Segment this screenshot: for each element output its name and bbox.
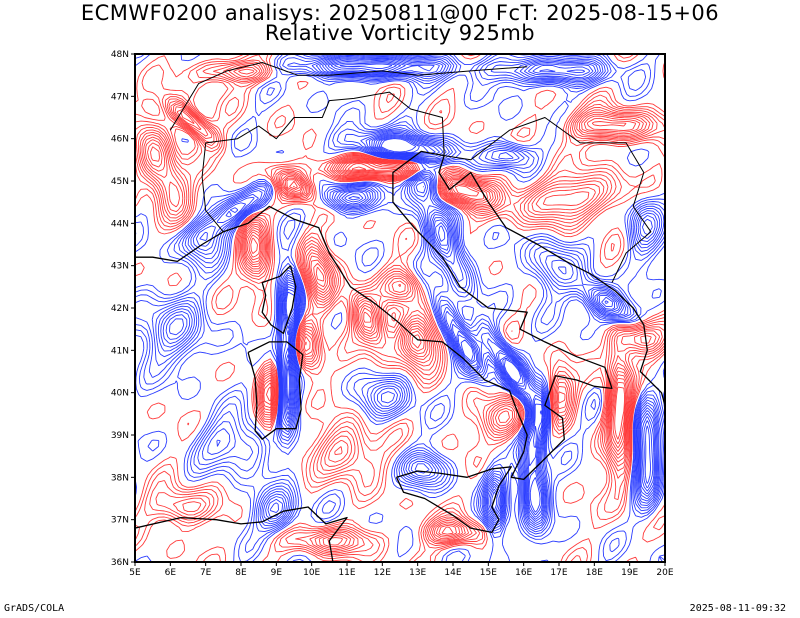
lat-tick-label: 45N (111, 177, 129, 187)
lon-tick-label: 19E (621, 568, 638, 578)
lon-tick-label: 17E (550, 568, 567, 578)
coast-sicily (395, 466, 512, 534)
lon-tick-label: 9E (271, 568, 283, 578)
coast-balkans (438, 155, 665, 406)
lat-tick-label: 42N (111, 304, 129, 314)
lat-tick-label: 43N (111, 262, 129, 272)
negative-contour (135, 54, 665, 553)
vorticity-field (135, 54, 665, 562)
coastlines (135, 62, 665, 562)
positive-contour (139, 64, 663, 551)
lon-tick-label: 5E (129, 568, 141, 578)
lon-tick-label: 6E (165, 568, 177, 578)
positive-contour (137, 63, 665, 552)
chart-title: ECMWF0200 analisys: 20250811@00 FcT: 202… (80, 1, 720, 25)
negative-contour (285, 63, 651, 513)
negative-contour (155, 54, 663, 531)
lat-tick-label: 48N (111, 50, 129, 60)
negative-contour (157, 54, 661, 528)
lon-tick-label: 11E (338, 568, 355, 578)
negative-contour (165, 58, 657, 522)
positive-contour (250, 166, 625, 440)
lat-tick-label: 47N (111, 92, 129, 102)
chart-subtitle: Relative Vorticity 925mb (264, 21, 536, 45)
lon-tick-label: 7E (200, 568, 212, 578)
positive-contour (248, 163, 627, 445)
negative-contour (284, 62, 654, 516)
coast-italy (223, 150, 613, 481)
lat-tick-label: 46N (111, 135, 129, 145)
lon-tick-label: 10E (303, 568, 320, 578)
lon-tick-label: 12E (374, 568, 391, 578)
lat-tick-label: 37N (111, 516, 129, 526)
axis-ticks: 48N 47N 46N 45N 44N 43N 42N 41N 40N 39N 38N 37N 36N5… (111, 50, 674, 578)
coast-sardinia (247, 341, 304, 440)
negative-contour (162, 57, 658, 524)
lat-tick-label: 40N (111, 389, 129, 399)
lon-tick-label: 15E (480, 568, 497, 578)
border-swiss-austria (169, 62, 528, 131)
positive-contour (135, 54, 665, 562)
positive-contour (143, 68, 657, 548)
positive-contour (135, 54, 665, 562)
coast-corsica (261, 265, 297, 335)
coast-france (135, 231, 224, 263)
lon-tick-label: 14E (444, 568, 461, 578)
lon-tick-label: 20E (656, 568, 673, 578)
lat-tick-label: 41N (111, 346, 129, 356)
lat-tick-label: 36N (111, 558, 129, 568)
positive-contour (135, 61, 665, 554)
lon-tick-label: 13E (409, 568, 426, 578)
negative-contour (135, 54, 665, 562)
negative-contour (284, 61, 655, 518)
positive-contour (135, 54, 665, 562)
negative-contour (160, 56, 659, 526)
footer-software: GrADS/COLA (4, 603, 65, 614)
coast-tunisia (261, 506, 348, 562)
lon-tick-label: 8E (235, 568, 247, 578)
lat-tick-label: 38N (111, 473, 129, 483)
border-alps (201, 91, 445, 233)
lon-tick-label: 18E (586, 568, 603, 578)
border-balkans (444, 117, 652, 283)
lat-tick-label: 44N (111, 219, 129, 229)
footer-timestamp: 2025-08-11-09:32 (689, 603, 786, 614)
coast-algeria (135, 516, 263, 529)
positive-contour (141, 66, 661, 549)
lat-tick-label: 39N (111, 431, 129, 441)
negative-contour (151, 54, 665, 533)
positive-contour (145, 109, 652, 546)
lon-tick-label: 16E (515, 568, 532, 578)
positive-contour (150, 121, 628, 535)
